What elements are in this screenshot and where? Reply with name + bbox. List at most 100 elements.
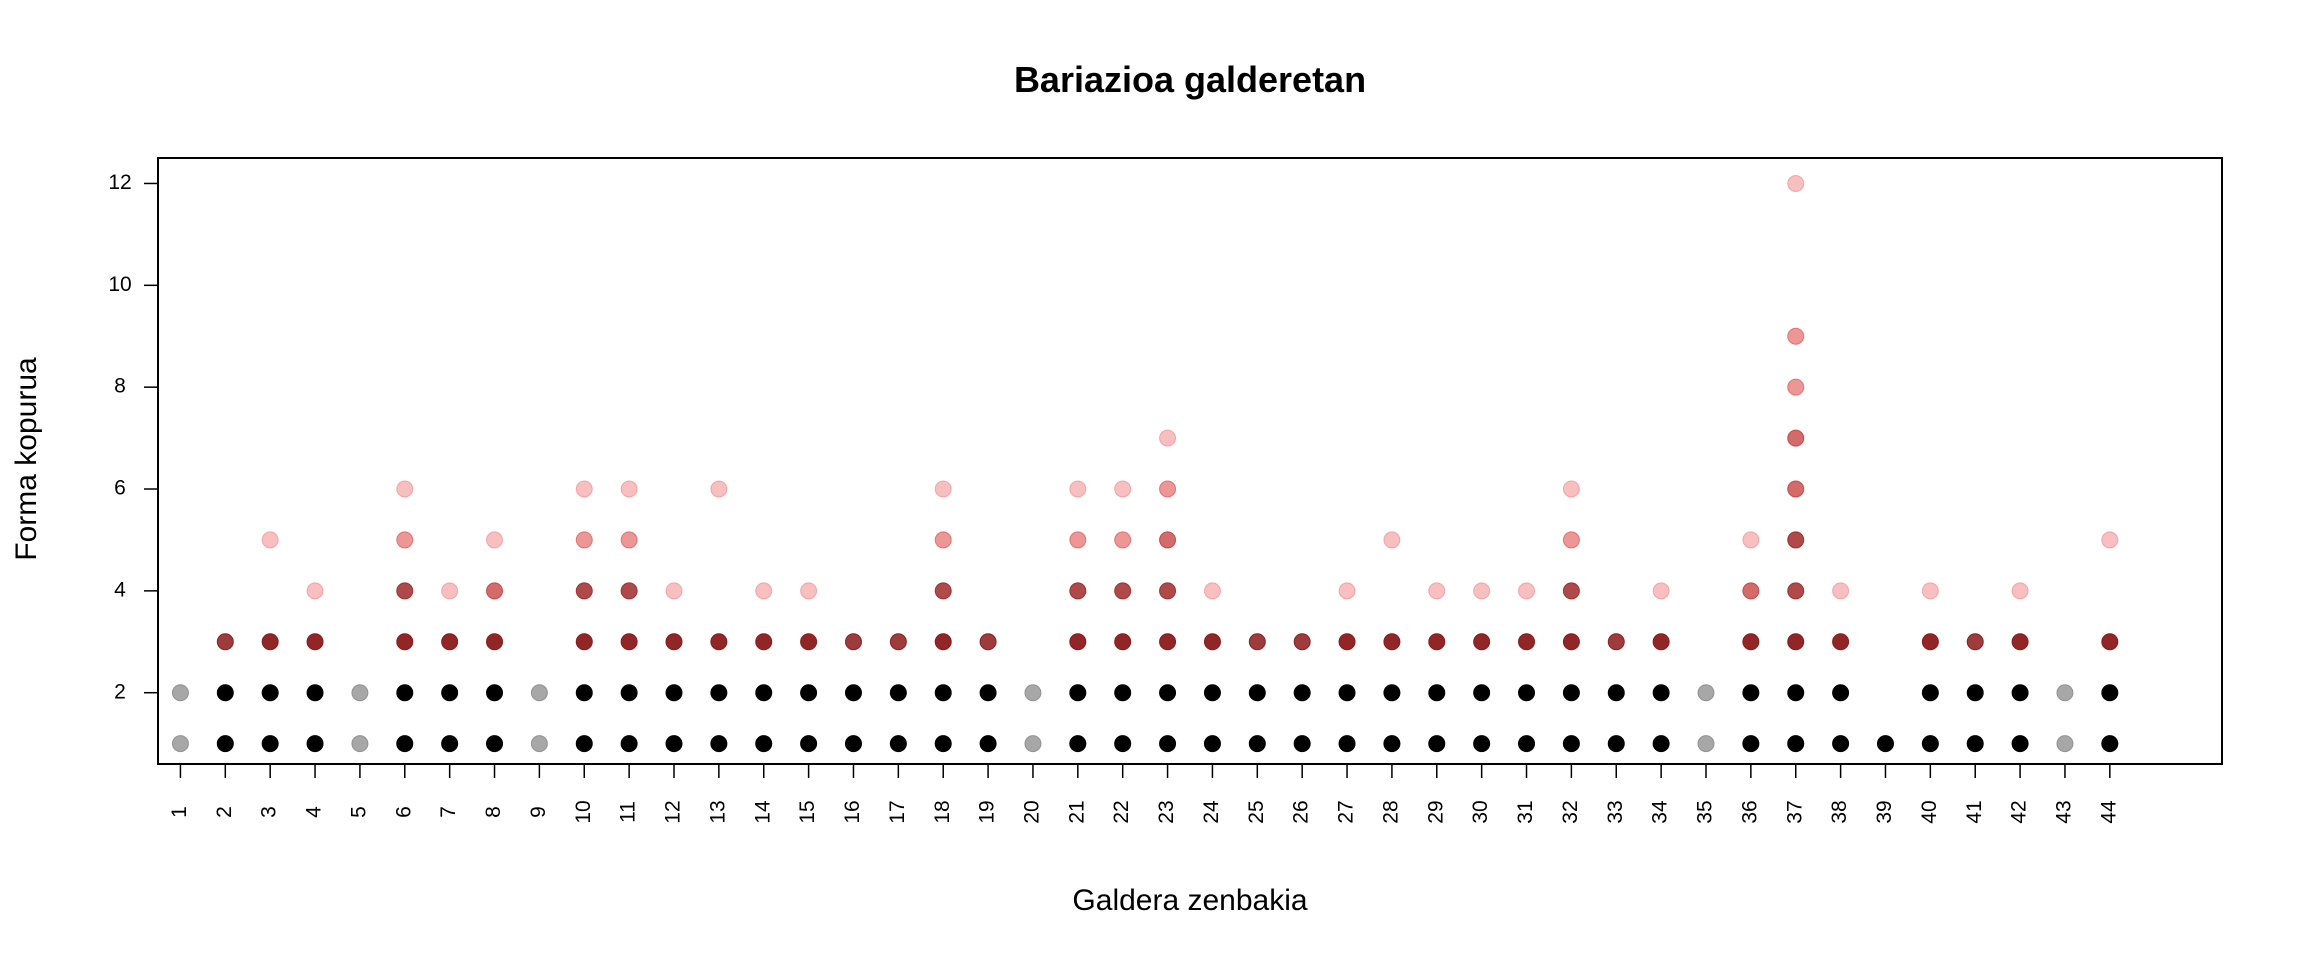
x-tick-label: 18	[931, 800, 954, 823]
data-point	[1293, 684, 1311, 702]
x-tick-label: 5	[347, 806, 370, 818]
data-point	[1203, 684, 1221, 702]
data-point	[486, 735, 504, 753]
data-point	[1518, 633, 1536, 651]
data-point	[1787, 429, 1805, 447]
data-point	[1114, 480, 1132, 498]
data-point	[1562, 582, 1580, 600]
data-point	[844, 633, 862, 651]
data-point	[1652, 735, 1670, 753]
x-tick-label: 32	[1559, 800, 1582, 823]
data-point	[441, 735, 459, 753]
data-point	[1787, 480, 1805, 498]
data-point	[755, 582, 773, 600]
data-point	[1248, 684, 1266, 702]
data-point	[1159, 480, 1177, 498]
data-point	[1338, 582, 1356, 600]
data-point	[1966, 633, 1984, 651]
data-point	[306, 582, 324, 600]
data-point	[261, 684, 279, 702]
data-point	[1473, 735, 1491, 753]
data-point	[1787, 684, 1805, 702]
data-point	[1787, 531, 1805, 549]
x-tick-label: 42	[2008, 800, 2031, 823]
data-point	[620, 480, 638, 498]
data-point	[1114, 531, 1132, 549]
data-point	[800, 633, 818, 651]
data-point	[2011, 684, 2029, 702]
x-tick-label: 27	[1335, 800, 1358, 823]
data-point	[575, 531, 593, 549]
data-point	[1921, 684, 1939, 702]
data-point	[665, 582, 683, 600]
data-point	[2101, 531, 2119, 549]
data-point	[1562, 735, 1580, 753]
y-tick-label: 4	[114, 578, 126, 601]
data-point	[710, 684, 728, 702]
x-tick-label: 44	[2097, 800, 2120, 824]
data-point	[1607, 684, 1625, 702]
data-point	[441, 582, 459, 600]
y-tick-label: 8	[114, 375, 126, 398]
data-point	[261, 735, 279, 753]
x-tick-label: 6	[392, 806, 415, 818]
data-point	[1787, 735, 1805, 753]
x-axis: 1 2 3 4 5 6 7 8 9 10 11 12 13 14 15 16 17 18 19 20 21 22 23 24 2…	[168, 763, 2120, 824]
data-point	[1518, 684, 1536, 702]
x-tick-label: 23	[1155, 800, 1178, 823]
data-point	[351, 684, 369, 702]
x-tick-label: 14	[751, 800, 774, 824]
data-point	[441, 633, 459, 651]
data-point	[1921, 735, 1939, 753]
data-point	[934, 582, 952, 600]
data-point	[1069, 633, 1087, 651]
data-point	[1159, 531, 1177, 549]
data-point	[351, 735, 369, 753]
data-point	[1787, 582, 1805, 600]
data-point	[889, 735, 907, 753]
data-point	[1473, 633, 1491, 651]
data-point	[1518, 582, 1536, 600]
data-point	[800, 684, 818, 702]
data-point	[530, 684, 548, 702]
data-point	[1338, 633, 1356, 651]
data-point	[1473, 582, 1491, 600]
data-point	[396, 633, 414, 651]
x-tick-label: 26	[1290, 800, 1313, 823]
data-point	[1966, 684, 1984, 702]
plot-frame	[157, 157, 2223, 765]
data-point	[1742, 633, 1760, 651]
data-point	[486, 633, 504, 651]
data-point	[1248, 633, 1266, 651]
x-tick-label: 3	[258, 806, 281, 818]
data-point	[1383, 531, 1401, 549]
data-point	[396, 684, 414, 702]
data-point	[441, 684, 459, 702]
x-tick-label: 13	[706, 800, 729, 823]
data-point	[665, 633, 683, 651]
data-point	[620, 531, 638, 549]
data-point	[1787, 633, 1805, 651]
data-point	[979, 684, 997, 702]
x-tick-label: 16	[841, 800, 864, 823]
data-point	[1069, 480, 1087, 498]
x-tick-label: 4	[303, 806, 326, 818]
data-point	[575, 633, 593, 651]
data-point	[1114, 633, 1132, 651]
x-axis-label: Galdera zenbakia	[1072, 884, 1307, 917]
x-tick-label: 12	[662, 800, 685, 823]
data-point	[1832, 735, 1850, 753]
data-point	[1562, 684, 1580, 702]
data-point	[1114, 735, 1132, 753]
data-point	[1473, 684, 1491, 702]
x-tick-label: 20	[1021, 800, 1044, 823]
data-point	[1024, 735, 1042, 753]
data-point	[1383, 633, 1401, 651]
data-point	[486, 582, 504, 600]
data-point	[306, 735, 324, 753]
x-tick-label: 37	[1783, 800, 1806, 823]
data-point	[1607, 633, 1625, 651]
chart-title: Bariazioa galderetan	[1014, 59, 1366, 100]
data-point	[171, 735, 189, 753]
data-point	[800, 735, 818, 753]
